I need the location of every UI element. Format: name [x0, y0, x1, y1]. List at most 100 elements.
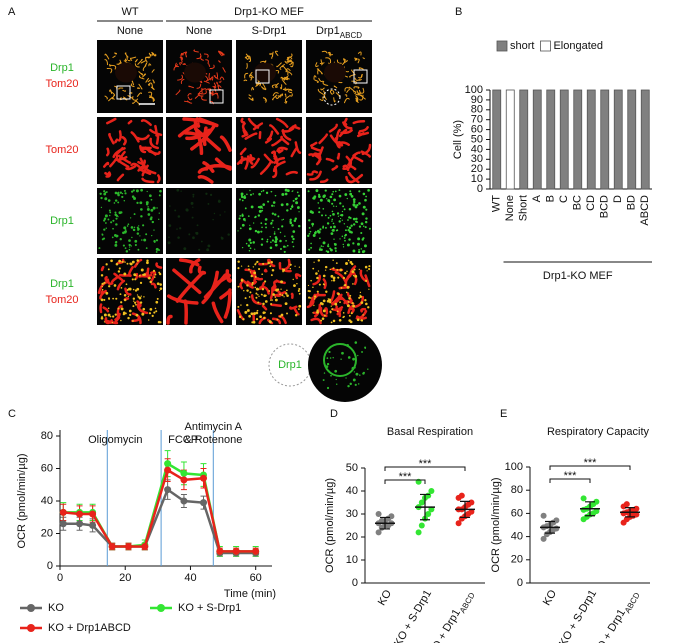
- puncta: [132, 189, 135, 192]
- puncta: [296, 282, 298, 285]
- puncta: [339, 268, 343, 272]
- bar-segment: [586, 89, 596, 190]
- label-text: Drp1: [316, 25, 340, 37]
- significance-bracket: [549, 478, 591, 483]
- puncta: [329, 247, 332, 250]
- puncta: [257, 288, 260, 291]
- puncta: [274, 296, 277, 298]
- puncta: [158, 212, 160, 214]
- filament: [203, 80, 210, 84]
- puncta: [348, 208, 352, 211]
- puncta: [335, 378, 337, 381]
- filament: [203, 163, 232, 171]
- puncta: [152, 269, 156, 272]
- column-label: S-Drp1: [252, 25, 287, 37]
- puncta: [280, 203, 284, 207]
- x-tick-label: WT: [491, 195, 503, 212]
- puncta: [179, 227, 182, 230]
- puncta: [330, 321, 333, 324]
- puncta: [237, 230, 239, 232]
- puncta: [114, 243, 118, 247]
- puncta: [112, 297, 115, 300]
- puncta: [127, 223, 130, 226]
- filament: [202, 161, 215, 173]
- puncta: [117, 307, 120, 310]
- puncta: [312, 197, 315, 200]
- puncta: [257, 301, 260, 304]
- puncta: [130, 217, 132, 219]
- puncta: [357, 383, 360, 385]
- micrograph: [236, 258, 302, 325]
- puncta: [114, 211, 117, 214]
- filament: [140, 119, 152, 126]
- data-point: [428, 488, 435, 494]
- puncta: [344, 234, 347, 237]
- puncta: [286, 209, 289, 212]
- filament: [118, 87, 124, 90]
- puncta: [364, 265, 368, 269]
- puncta: [364, 298, 367, 302]
- puncta: [247, 268, 250, 271]
- puncta: [141, 312, 145, 316]
- puncta: [249, 247, 252, 250]
- puncta: [147, 206, 149, 208]
- puncta: [283, 250, 286, 254]
- filament: [108, 132, 115, 145]
- panel-letter: B: [455, 6, 462, 18]
- puncta: [296, 191, 299, 194]
- puncta: [101, 282, 104, 286]
- puncta: [292, 199, 295, 202]
- row-label: Tom20: [45, 78, 78, 90]
- inset-bg: [308, 328, 382, 402]
- puncta: [192, 195, 195, 198]
- filament: [270, 303, 282, 308]
- puncta: [120, 307, 124, 311]
- puncta: [113, 202, 116, 204]
- puncta: [127, 316, 130, 320]
- filament: [263, 153, 274, 164]
- filament: [284, 95, 290, 102]
- puncta: [330, 374, 332, 377]
- puncta: [155, 300, 159, 304]
- filament: [218, 51, 222, 56]
- filament: [346, 292, 353, 303]
- point: [76, 520, 84, 528]
- y-tick-label: 20: [41, 527, 53, 539]
- puncta: [349, 382, 352, 386]
- puncta: [147, 319, 150, 321]
- puncta: [346, 243, 350, 247]
- column-group: WT: [121, 6, 138, 18]
- puncta: [322, 309, 326, 313]
- puncta: [243, 289, 245, 292]
- puncta: [364, 347, 366, 349]
- puncta: [292, 278, 294, 281]
- filament: [359, 87, 365, 94]
- bar-segment: [505, 89, 515, 190]
- data-point: [593, 508, 600, 515]
- filament: [104, 275, 110, 284]
- puncta: [353, 371, 355, 373]
- filament: [138, 83, 143, 90]
- filament: [179, 62, 183, 66]
- puncta: [319, 237, 321, 240]
- puncta: [134, 278, 137, 281]
- filament: [343, 58, 347, 62]
- puncta: [281, 219, 283, 221]
- filament: [136, 87, 141, 89]
- y-tick-label: 60: [41, 462, 53, 474]
- filament: [127, 120, 133, 125]
- data-point: [375, 529, 382, 536]
- puncta: [135, 303, 137, 306]
- puncta: [129, 246, 131, 248]
- puncta: [124, 312, 127, 315]
- filament: [306, 296, 315, 309]
- puncta: [145, 233, 148, 236]
- data-point: [623, 501, 630, 508]
- puncta: [352, 249, 356, 253]
- puncta: [282, 218, 285, 221]
- puncta: [286, 294, 289, 297]
- puncta: [272, 201, 276, 204]
- micrograph: [166, 188, 232, 254]
- puncta: [257, 230, 260, 234]
